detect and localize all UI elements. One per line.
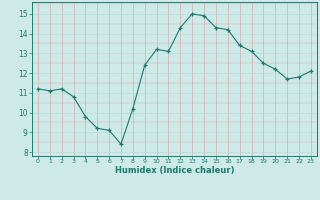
X-axis label: Humidex (Indice chaleur): Humidex (Indice chaleur) xyxy=(115,166,234,175)
